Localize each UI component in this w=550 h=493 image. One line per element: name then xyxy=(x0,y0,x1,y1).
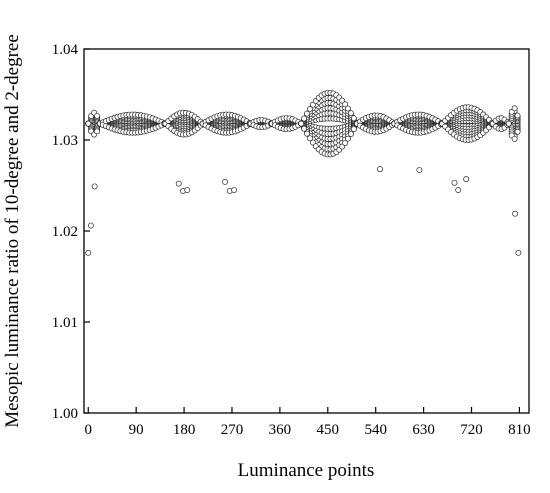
data-point xyxy=(307,135,313,142)
data-point xyxy=(350,115,357,122)
x-axis-ticks: 0 90 180 270 360 450 540 630 720 810 xyxy=(85,407,531,438)
x-tick-label: 630 xyxy=(412,422,435,438)
data-point xyxy=(514,112,521,119)
y-tick-label: 1.04 xyxy=(52,42,79,58)
y-axis-title: Mesopic luminance ratio of 10-degree and… xyxy=(2,34,23,428)
x-tick-label: 180 xyxy=(173,422,196,438)
y-tick-label: 1.03 xyxy=(52,133,78,149)
data-point xyxy=(307,106,313,112)
data-point-extreme xyxy=(175,180,182,187)
data-point-extreme xyxy=(91,183,98,190)
x-tick-label: 0 xyxy=(85,422,93,438)
x-axis-title: Luminance points xyxy=(238,460,375,481)
y-tick-label: 1.02 xyxy=(52,224,78,240)
data-point xyxy=(304,130,310,137)
data-point-extreme xyxy=(512,210,519,217)
plot-frame xyxy=(83,48,530,414)
data-point xyxy=(345,135,351,142)
data-point xyxy=(342,139,349,146)
data-point-extreme xyxy=(463,176,470,183)
data-point xyxy=(301,125,308,132)
x-tick-label: 90 xyxy=(129,422,144,438)
data-point-extreme xyxy=(416,167,423,173)
data-point xyxy=(345,105,351,112)
y-tick-label: 1.00 xyxy=(52,406,78,422)
y-tick-label: 1.01 xyxy=(52,315,78,331)
data-point xyxy=(342,101,349,108)
data-point xyxy=(348,110,354,117)
data-point-extreme xyxy=(184,187,191,193)
x-tick-label: 270 xyxy=(221,422,244,438)
data-point xyxy=(301,115,308,122)
data-point xyxy=(505,120,512,127)
x-tick-label: 540 xyxy=(364,422,387,438)
x-tick-label: 450 xyxy=(317,422,340,438)
data-point xyxy=(514,128,521,135)
data-point xyxy=(94,128,100,135)
data-point xyxy=(350,126,357,133)
x-tick-label: 720 xyxy=(460,422,483,438)
data-point xyxy=(304,110,310,117)
data-point-extreme xyxy=(451,179,458,186)
data-point xyxy=(298,120,305,127)
data-point xyxy=(511,135,518,142)
data-point-extreme xyxy=(377,166,383,173)
data-points xyxy=(85,89,522,256)
data-point xyxy=(511,105,518,112)
data-point-extreme xyxy=(515,249,522,256)
data-point-extreme xyxy=(87,222,94,229)
data-point-extreme xyxy=(455,187,462,193)
x-tick-label: 360 xyxy=(269,422,292,438)
data-point xyxy=(348,131,354,138)
data-point-extreme xyxy=(231,187,238,193)
data-point xyxy=(85,120,92,127)
data-point-extreme xyxy=(85,249,92,256)
x-tick-label: 810 xyxy=(508,422,531,438)
data-point xyxy=(94,112,100,119)
data-point-extreme xyxy=(222,178,229,185)
y-axis-ticks: 1.00 1.01 1.02 1.03 1.04 xyxy=(52,42,90,422)
